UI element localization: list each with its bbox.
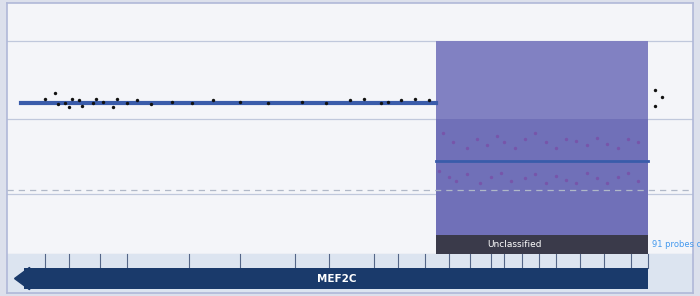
Point: [496, 170, 507, 175]
Point: [358, 96, 370, 101]
Point: [396, 98, 407, 102]
Bar: [435, 41, 648, 119]
Point: [550, 146, 561, 150]
Point: [650, 88, 661, 92]
Text: MEF2C: MEF2C: [316, 274, 356, 284]
FancyArrow shape: [15, 267, 29, 290]
Point: [187, 101, 198, 105]
Point: [461, 146, 472, 150]
Point: [207, 98, 218, 102]
Point: [530, 172, 541, 176]
Point: [612, 175, 623, 179]
Point: [74, 98, 85, 102]
Point: [50, 91, 61, 95]
Point: [63, 105, 74, 110]
Point: [540, 140, 551, 144]
Point: [602, 141, 613, 146]
Point: [581, 170, 592, 175]
Point: [633, 179, 644, 184]
Point: [132, 98, 143, 102]
Point: [97, 99, 108, 104]
Point: [77, 104, 88, 108]
Point: [657, 95, 668, 99]
Point: [60, 101, 71, 105]
Point: [166, 99, 177, 104]
Point: [602, 181, 613, 185]
Point: [108, 105, 119, 110]
Point: [475, 181, 486, 185]
Point: [234, 99, 246, 104]
Point: [447, 140, 458, 144]
Point: [90, 96, 101, 101]
Point: [344, 98, 356, 102]
Point: [471, 137, 482, 142]
Point: [581, 143, 592, 147]
Point: [52, 102, 64, 107]
Bar: [435, 235, 648, 254]
Bar: [435, 41, 648, 254]
Point: [540, 181, 551, 185]
Point: [146, 102, 157, 107]
Bar: [7, 254, 693, 293]
Point: [561, 178, 572, 182]
Point: [382, 99, 393, 104]
Point: [633, 140, 644, 144]
Point: [375, 101, 386, 105]
Point: [87, 101, 98, 105]
Point: [122, 101, 133, 105]
Point: [262, 101, 273, 105]
Point: [482, 143, 493, 147]
Point: [444, 175, 455, 179]
Text: Unclassified: Unclassified: [487, 240, 542, 249]
Point: [622, 137, 634, 142]
Point: [461, 172, 472, 176]
Point: [550, 173, 561, 178]
Point: [321, 101, 332, 105]
Point: [505, 179, 517, 184]
Point: [650, 104, 661, 108]
Point: [570, 138, 582, 143]
Point: [530, 131, 541, 136]
Point: [111, 96, 122, 101]
Point: [296, 99, 307, 104]
Point: [492, 134, 503, 139]
Point: [561, 137, 572, 142]
Point: [622, 170, 634, 175]
Point: [66, 96, 78, 101]
Point: [410, 96, 421, 101]
Text: 91 probes displayed: 91 probes displayed: [652, 240, 700, 249]
Point: [39, 96, 50, 101]
Point: [570, 181, 582, 185]
Point: [592, 176, 603, 181]
Point: [509, 146, 520, 150]
Point: [437, 131, 448, 136]
Point: [433, 169, 444, 173]
Point: [519, 137, 531, 142]
Point: [612, 146, 623, 150]
Bar: [24, 268, 648, 289]
Point: [592, 136, 603, 140]
Point: [519, 176, 531, 181]
Point: [498, 140, 510, 144]
Point: [424, 98, 435, 102]
Point: [451, 179, 462, 184]
Point: [485, 175, 496, 179]
